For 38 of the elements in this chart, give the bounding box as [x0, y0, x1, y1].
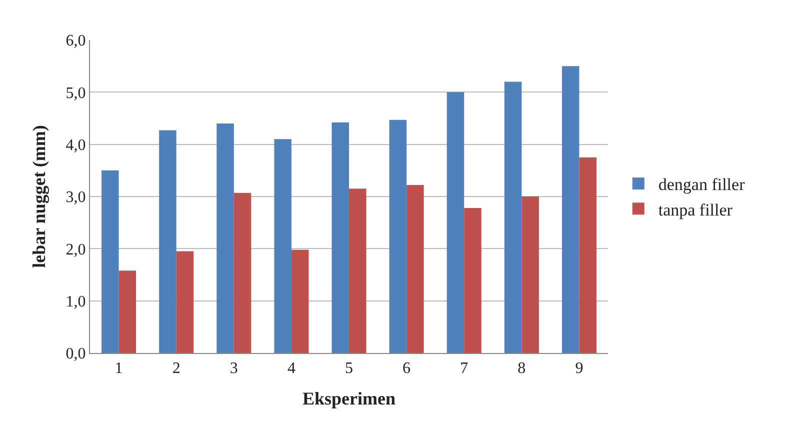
- bar: [406, 185, 424, 353]
- y-tick-label: 2,0: [66, 241, 86, 258]
- x-tick-label: 3: [230, 360, 238, 378]
- bar: [118, 270, 136, 353]
- bar: [291, 250, 309, 353]
- bar: [159, 130, 176, 353]
- y-tick-label: 5,0: [66, 84, 86, 102]
- bar: [102, 170, 119, 353]
- y-tick-label: 0,0: [66, 346, 86, 363]
- legend-label: tanpa filler: [658, 200, 733, 220]
- x-axis-title: Eksperimen: [302, 388, 396, 408]
- x-tick-label: 8: [518, 360, 526, 378]
- x-tick-label: 4: [287, 360, 296, 378]
- bar: [446, 92, 464, 353]
- bar: [464, 208, 482, 353]
- x-tick-label: 9: [575, 360, 584, 378]
- legend-label: dengan filler: [658, 175, 746, 194]
- y-tick-label: 6,0: [66, 32, 86, 50]
- bar: [216, 123, 234, 353]
- bar: [234, 192, 252, 353]
- bar: [349, 188, 366, 353]
- bar: [579, 157, 596, 353]
- x-tick-label: 5: [345, 360, 353, 378]
- y-tick-label: 1,0: [66, 293, 86, 310]
- x-tick-label: 1: [114, 360, 123, 378]
- y-tick-label: 4,0: [66, 136, 86, 154]
- x-tick-label: 7: [460, 360, 468, 378]
- bar: [332, 122, 349, 353]
- bar: [522, 196, 539, 353]
- bar: [562, 66, 580, 353]
- bar: [274, 139, 292, 353]
- bar: [176, 251, 194, 353]
- y-axis-title: lebar nugget (mm): [29, 125, 49, 268]
- bar: [504, 82, 522, 353]
- y-tick-label: 3,0: [66, 189, 86, 206]
- bar: [389, 120, 407, 353]
- x-tick-label: 6: [402, 360, 411, 378]
- x-tick-label: 2: [172, 360, 180, 378]
